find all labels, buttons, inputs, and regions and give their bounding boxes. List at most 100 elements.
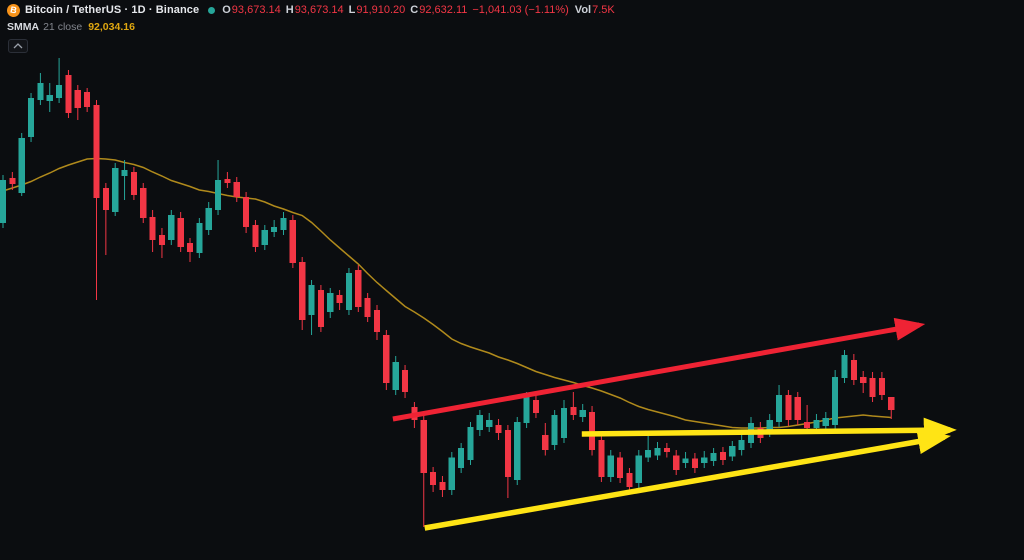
candle-down bbox=[888, 397, 895, 410]
volume-value: Vol 7.5K bbox=[574, 4, 615, 16]
candle-down bbox=[420, 420, 427, 473]
indicator-name[interactable]: SMMA bbox=[7, 21, 40, 33]
candle-down bbox=[373, 310, 381, 332]
candle-up bbox=[701, 457, 708, 463]
candle-down bbox=[869, 378, 876, 397]
candle-down bbox=[102, 188, 109, 210]
candle-up bbox=[832, 377, 839, 425]
candle-up bbox=[841, 355, 848, 378]
candle-up bbox=[271, 227, 278, 232]
candle-up bbox=[813, 420, 820, 428]
candle-down bbox=[860, 377, 867, 383]
candle-down bbox=[504, 430, 511, 477]
candle-down bbox=[588, 412, 596, 450]
trend-arrow-yellow[interactable] bbox=[424, 429, 952, 531]
candle-down bbox=[140, 188, 147, 218]
volume-label: Vol bbox=[574, 4, 592, 16]
candle-up bbox=[579, 410, 586, 417]
candle-down bbox=[355, 270, 362, 307]
candle-down bbox=[383, 335, 390, 383]
collapse-legend-button[interactable] bbox=[8, 39, 28, 53]
candle-down bbox=[289, 220, 296, 263]
candle-down bbox=[401, 370, 409, 392]
candle-up bbox=[121, 170, 128, 176]
candle-down bbox=[626, 473, 633, 487]
candle-up bbox=[467, 427, 474, 460]
candle-up bbox=[308, 285, 315, 315]
candle-up bbox=[261, 230, 268, 245]
high-value: H 93,673.14 bbox=[285, 4, 344, 16]
candle-down bbox=[495, 425, 502, 433]
candle-down bbox=[243, 197, 250, 227]
bitcoin-logo-icon: B bbox=[5, 2, 22, 19]
candle-down bbox=[233, 182, 240, 197]
candle-down bbox=[9, 178, 16, 184]
candle-up bbox=[46, 95, 53, 101]
candle-down bbox=[804, 422, 811, 428]
candle-down bbox=[336, 295, 343, 303]
candle-down bbox=[364, 298, 371, 317]
candle-up bbox=[56, 85, 63, 98]
candle-up bbox=[738, 440, 745, 450]
low-label: L bbox=[348, 4, 356, 16]
symbol-title[interactable]: Bitcoin / TetherUS · 1D · Binance bbox=[25, 4, 200, 16]
open-label: O bbox=[222, 4, 231, 16]
candle-up bbox=[635, 455, 642, 483]
candle-down bbox=[177, 218, 184, 247]
candle-up bbox=[607, 455, 614, 477]
open-value: O 93,673.14 bbox=[222, 4, 281, 16]
candle-down bbox=[691, 458, 698, 468]
candle-up bbox=[486, 420, 493, 427]
candle-up bbox=[514, 422, 521, 480]
chevron-up-icon bbox=[13, 43, 23, 49]
candle-up bbox=[766, 420, 773, 432]
candle-down bbox=[439, 482, 446, 490]
candle-up bbox=[112, 168, 119, 212]
high-label: H bbox=[285, 4, 294, 16]
candle-up bbox=[710, 453, 717, 461]
trend-arrow-red[interactable] bbox=[392, 317, 926, 422]
candle-down bbox=[878, 378, 885, 395]
candle-up bbox=[729, 446, 736, 457]
candle-down bbox=[74, 90, 81, 108]
trend-arrow-yellow[interactable] bbox=[581, 417, 957, 443]
candle-up bbox=[775, 395, 783, 422]
candle-down bbox=[158, 235, 165, 245]
candle-up bbox=[476, 415, 483, 430]
candle-up bbox=[392, 362, 399, 390]
candle-down bbox=[617, 457, 624, 478]
candle-down bbox=[663, 448, 670, 452]
close-label: C bbox=[410, 4, 419, 16]
candle-up bbox=[682, 458, 689, 463]
candle-up bbox=[523, 397, 530, 423]
candle-up bbox=[168, 215, 175, 240]
candle-down bbox=[570, 407, 577, 415]
low-value: L 91,910.20 bbox=[348, 4, 406, 16]
candle-down bbox=[299, 262, 306, 320]
symbol-row: B Bitcoin / TetherUS · 1D · Binance O 93… bbox=[5, 2, 620, 19]
candle-up bbox=[345, 273, 352, 310]
candle-down bbox=[65, 75, 72, 113]
candle-down bbox=[186, 243, 194, 252]
candle-down bbox=[542, 435, 549, 450]
market-status-icon bbox=[208, 7, 216, 14]
candle-up bbox=[0, 180, 7, 223]
candle-up bbox=[822, 418, 829, 426]
candle-up bbox=[18, 138, 25, 193]
smma-line[interactable] bbox=[2, 157, 892, 429]
change-value: −1,041.03 (−1.11%) bbox=[472, 4, 569, 16]
candle-down bbox=[719, 452, 726, 460]
candle-down bbox=[673, 455, 680, 470]
candle-down bbox=[598, 440, 605, 477]
candle-up bbox=[654, 448, 661, 456]
candle-down bbox=[850, 360, 857, 380]
candle-down bbox=[532, 400, 539, 413]
indicator-row: SMMA 21 close 92,034.16 bbox=[7, 21, 620, 33]
candle-up bbox=[214, 180, 222, 210]
legend: B Bitcoin / TetherUS · 1D · Binance O 93… bbox=[5, 2, 620, 53]
candle-up bbox=[196, 223, 203, 253]
candle-down bbox=[224, 179, 231, 183]
candle-down bbox=[84, 92, 91, 107]
